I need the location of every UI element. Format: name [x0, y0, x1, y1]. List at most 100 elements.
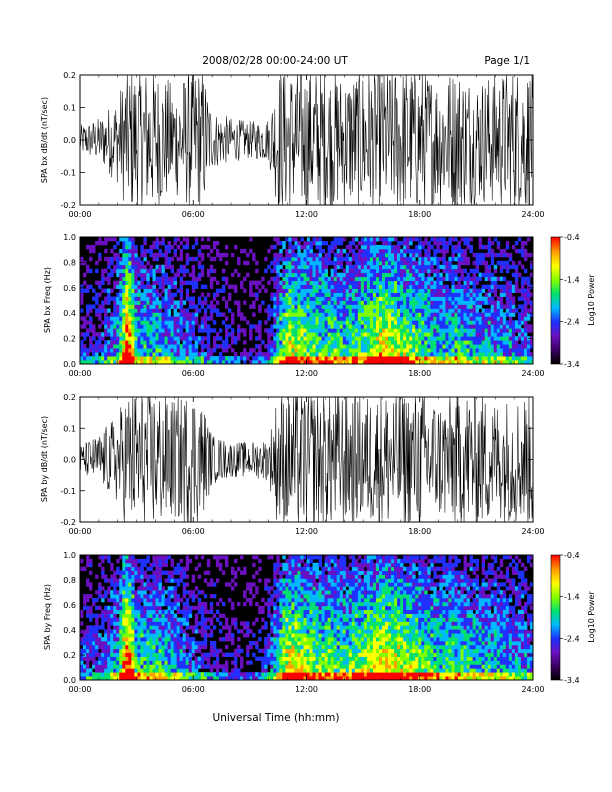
spectrogram-cell [439, 248, 443, 254]
spectrogram-cell [523, 328, 528, 333]
spectrogram-cell [490, 296, 495, 301]
spectrogram-cell [134, 280, 138, 286]
spectrogram-cell [119, 652, 123, 657]
spectrogram-cell [409, 280, 413, 286]
spectrogram-cell [161, 633, 165, 638]
spectrogram-cell [131, 597, 135, 603]
spectrogram-cell [282, 304, 286, 309]
spectrogram-cell [345, 272, 350, 278]
spectrogram-cell [415, 336, 419, 341]
spectrogram-cell [80, 656, 84, 661]
spectrogram-cell [173, 570, 178, 575]
spectrogram-cell [134, 296, 138, 301]
spectrogram-cell [394, 336, 398, 341]
spectrogram-cell [161, 644, 165, 650]
spectrogram-cell [391, 280, 395, 286]
spectrogram-cell [158, 609, 162, 614]
spectrogram-cell [176, 594, 181, 599]
spectrogram-cell [415, 332, 419, 337]
spectrogram-cell [237, 272, 241, 278]
spectrogram-cell [161, 648, 165, 654]
spectrogram-cell [315, 252, 319, 258]
spectrogram-cell [206, 316, 211, 321]
spectrogram-cell [466, 260, 470, 266]
spectrogram-cell [324, 304, 329, 309]
spectrogram-cell [131, 237, 135, 242]
spectrogram-cell [297, 244, 301, 250]
spectrogram-cell [427, 328, 431, 333]
spectrogram-cell [122, 652, 126, 657]
spectrogram-cell [255, 296, 259, 301]
spectrogram-cell [255, 280, 259, 286]
spectrogram-cell [466, 320, 470, 325]
spectrogram-cell [203, 360, 208, 365]
spectrogram-cell [412, 340, 416, 345]
spectrogram-cell [173, 280, 178, 286]
spectrogram-cell [143, 276, 147, 282]
spectrogram-cell [113, 356, 117, 361]
spectrogram-cell [303, 280, 307, 286]
spectrogram-cell [264, 328, 268, 333]
spectrogram-cell [478, 272, 483, 278]
spectrogram-cell [182, 264, 187, 270]
spectrogram-cell [481, 340, 486, 345]
spectrogram-cell [119, 617, 123, 622]
spectrogram-cell [86, 348, 90, 353]
spectrogram-cell [312, 284, 316, 289]
spectrogram-cell [116, 268, 120, 274]
spectrogram-cell [188, 256, 193, 262]
spectrogram-cell [158, 316, 162, 321]
spectrogram-cell [137, 656, 141, 661]
spectrogram-cell [176, 344, 181, 349]
spectrogram-cell [397, 272, 401, 278]
spectrogram-cell [146, 312, 150, 317]
spectrogram-cell [179, 292, 184, 297]
spectrogram-cell [167, 656, 171, 661]
spectrogram-cell [89, 594, 93, 599]
spectrogram-cell [273, 296, 277, 301]
spectrogram-cell [143, 629, 147, 634]
spectrogram-cell [185, 555, 190, 560]
spectrogram-cell [439, 332, 443, 337]
spectrogram-cell [472, 336, 477, 341]
spectrogram-cell [354, 280, 359, 286]
spectrogram-cell [475, 260, 480, 266]
spectrogram-cell [345, 260, 350, 266]
spectrogram-cell [173, 272, 178, 278]
spectrogram-cell [445, 264, 449, 270]
spectrogram-cell [137, 328, 141, 333]
spectrogram-cell [249, 324, 253, 329]
spectrogram-cell [493, 328, 498, 333]
spectrogram-cell [95, 300, 99, 305]
spectrogram-cell [312, 268, 316, 274]
spectrogram-cell [363, 356, 368, 361]
spectrogram-cell [439, 308, 443, 313]
spectrogram-cell [336, 356, 341, 361]
spectrogram-cell [176, 629, 181, 634]
spectrogram-cell [152, 633, 156, 638]
spectrogram-cell [348, 272, 353, 278]
spectrogram-cell [113, 676, 117, 681]
date-range-title: 2008/02/28 00:00-24:00 UT [202, 55, 348, 67]
spectrogram-cell [113, 570, 117, 575]
spectrogram-cell [445, 260, 449, 266]
spectrogram-cell [89, 640, 93, 646]
spectrogram-cell [339, 256, 344, 262]
spectrogram-cell [490, 320, 495, 325]
spectrogram-cell [143, 288, 147, 293]
spectrogram-cell [128, 637, 132, 642]
spectrogram-cell [505, 328, 510, 333]
spectrogram-cell [152, 656, 156, 661]
spectrogram-cell [306, 280, 310, 286]
spectrogram-cell [321, 316, 326, 321]
spectrogram-cell [125, 284, 129, 289]
spectrogram-cell [231, 320, 235, 325]
spectrogram-cell [345, 356, 350, 361]
spectrogram-cell [116, 582, 120, 587]
spectrogram-cell [110, 256, 114, 262]
spectrogram-cell [80, 664, 84, 669]
spectrogram-cell [282, 272, 286, 278]
spectrogram-cell [267, 312, 271, 317]
spectrogram-cell [164, 672, 168, 677]
spectrogram-cell [324, 316, 329, 321]
